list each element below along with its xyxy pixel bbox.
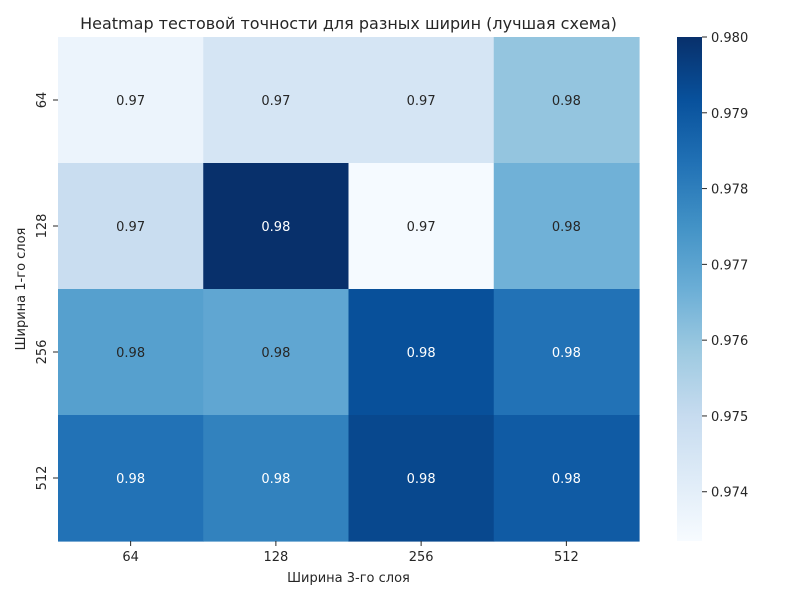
x-axis: 64 128 256 512 xyxy=(122,541,579,565)
cell-value-label: 0.97 xyxy=(407,220,436,235)
heatmap-cell-512-128 xyxy=(203,415,350,542)
heatmap-cell-512-256 xyxy=(348,415,495,542)
cell-value-label: 0.98 xyxy=(407,472,436,487)
colorbar: 0.974 0.975 0.976 0.977 0.978 0.979 0.980 xyxy=(677,31,748,541)
heatmap-cell-64-512 xyxy=(493,37,640,164)
cell-value-label: 0.98 xyxy=(116,472,145,487)
y-tick-label: 512 xyxy=(35,466,50,491)
cell-value-label: 0.98 xyxy=(552,346,581,361)
heatmap-cell-128-256 xyxy=(348,163,495,290)
chart-title: Heatmap тестовой точности для разных шир… xyxy=(80,14,617,33)
heatmap-cell-128-128 xyxy=(203,163,350,290)
colorbar-tick-label: 0.977 xyxy=(711,258,748,273)
cell-value-label: 0.98 xyxy=(261,346,290,361)
cell-value-label: 0.98 xyxy=(552,94,581,109)
colorbar-ticks: 0.974 0.975 0.976 0.977 0.978 0.979 0.980 xyxy=(702,31,748,501)
y-tick-label: 256 xyxy=(35,340,50,365)
colorbar-tick-label: 0.979 xyxy=(711,107,748,122)
cell-value-label: 0.97 xyxy=(261,94,290,109)
heatmap-cell-64-256 xyxy=(348,37,495,164)
cell-value-label: 0.98 xyxy=(407,346,436,361)
heatmap-cell-128-64 xyxy=(58,163,204,290)
heatmap-cell-128-512 xyxy=(493,163,640,290)
heatmap-cell-256-128 xyxy=(203,289,350,416)
cell-value-label: 0.98 xyxy=(552,220,581,235)
heatmap-cell-64-128 xyxy=(203,37,350,164)
y-tick-label: 128 xyxy=(35,214,50,239)
cell-value-label: 0.97 xyxy=(116,94,145,109)
colorbar-tick-label: 0.980 xyxy=(711,31,748,46)
x-tick-label: 64 xyxy=(122,550,139,565)
heatmap-cell-labels: 0.97 0.97 0.97 0.98 0.97 0.98 0.97 0.98 0.98 0.98… xyxy=(116,94,581,487)
x-tick-label: 128 xyxy=(263,550,288,565)
heatmap-cell-256-256 xyxy=(348,289,495,416)
colorbar-tick-label: 0.975 xyxy=(711,410,748,425)
heatmap-cell-256-64 xyxy=(58,289,204,416)
colorbar-gradient xyxy=(677,37,702,541)
colorbar-tick-label: 0.976 xyxy=(711,334,748,349)
y-tick-label: 64 xyxy=(35,92,50,109)
colorbar-tick-label: 0.978 xyxy=(711,183,748,198)
heatmap-cells xyxy=(58,37,640,542)
colorbar-tick-label: 0.974 xyxy=(711,486,748,501)
heatmap-cell-512-512 xyxy=(493,415,640,542)
x-tick-label: 256 xyxy=(409,550,434,565)
cell-value-label: 0.98 xyxy=(116,346,145,361)
heatmap-cell-256-512 xyxy=(493,289,640,416)
cell-value-label: 0.98 xyxy=(552,472,581,487)
x-tick-label: 512 xyxy=(554,550,579,565)
cell-value-label: 0.97 xyxy=(407,94,436,109)
y-axis: 64 128 256 512 xyxy=(35,92,58,491)
x-axis-label: Ширина 3-го слоя xyxy=(287,571,410,586)
cell-value-label: 0.97 xyxy=(116,220,145,235)
cell-value-label: 0.98 xyxy=(261,472,290,487)
y-axis-label: Ширина 1-го слоя xyxy=(14,228,29,351)
cell-value-label: 0.98 xyxy=(261,220,290,235)
heatmap-cell-512-64 xyxy=(58,415,204,542)
heatmap-cell-64-64 xyxy=(58,37,204,164)
